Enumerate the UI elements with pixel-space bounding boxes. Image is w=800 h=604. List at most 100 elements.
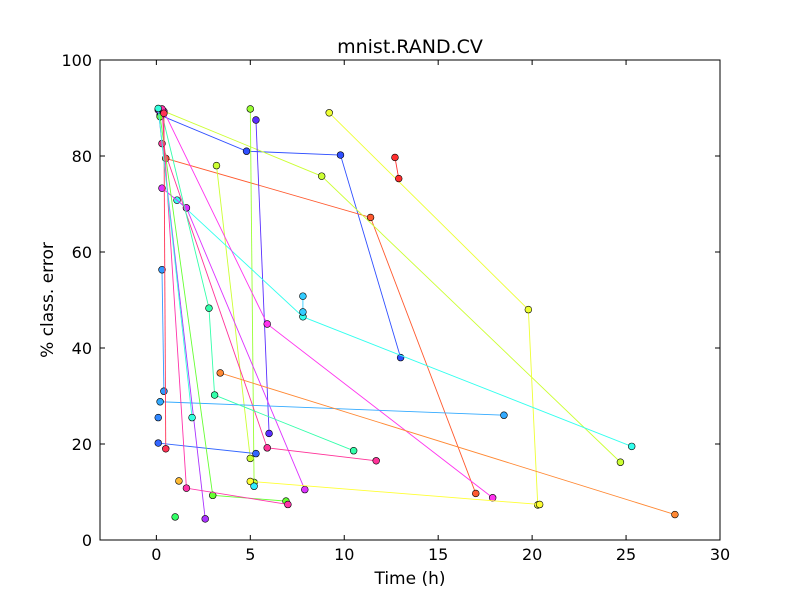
series-5 bbox=[391, 153, 403, 183]
y-axis-label: % class. error bbox=[38, 242, 58, 358]
series-line bbox=[158, 442, 256, 455]
series-line bbox=[161, 114, 354, 452]
data-point bbox=[500, 411, 508, 419]
series-3 bbox=[212, 161, 255, 463]
data-point bbox=[210, 391, 219, 399]
series-27 bbox=[250, 482, 258, 490]
data-point bbox=[242, 147, 251, 155]
data-point bbox=[160, 109, 168, 117]
series-22 bbox=[158, 105, 292, 509]
data-point bbox=[395, 174, 403, 183]
series-layer bbox=[154, 104, 679, 523]
series-26 bbox=[154, 104, 196, 422]
data-point bbox=[263, 320, 271, 328]
data-point bbox=[301, 485, 309, 494]
series-line bbox=[220, 372, 676, 515]
series-9 bbox=[299, 292, 307, 316]
y-tick-label: 20 bbox=[72, 435, 92, 454]
data-point bbox=[524, 305, 533, 314]
data-point bbox=[175, 477, 183, 485]
y-tick-label: 0 bbox=[82, 531, 92, 550]
data-point bbox=[317, 172, 326, 180]
y-tick-label: 100 bbox=[61, 51, 92, 70]
series-19 bbox=[216, 369, 679, 519]
data-point bbox=[250, 482, 258, 490]
data-point bbox=[349, 447, 358, 455]
series-line bbox=[163, 113, 167, 449]
data-point bbox=[616, 458, 625, 466]
data-point bbox=[299, 292, 307, 300]
series-1 bbox=[162, 154, 480, 498]
x-tick-label: 20 bbox=[522, 545, 542, 564]
data-point bbox=[627, 442, 636, 451]
series-25 bbox=[246, 477, 544, 509]
plot-frame bbox=[99, 59, 721, 541]
data-point bbox=[325, 109, 333, 117]
chart-title: mnist.RAND.CV bbox=[337, 36, 483, 58]
series-16 bbox=[154, 413, 162, 422]
series-12 bbox=[158, 139, 380, 465]
series-6 bbox=[252, 116, 273, 438]
data-point bbox=[216, 369, 224, 377]
x-tick-label: 5 bbox=[245, 545, 255, 564]
series-line bbox=[159, 114, 402, 358]
series-0 bbox=[156, 111, 405, 362]
data-point bbox=[535, 500, 544, 509]
data-point bbox=[246, 105, 255, 113]
data-point bbox=[336, 151, 345, 159]
x-tick-label: 0 bbox=[151, 545, 161, 564]
data-point bbox=[246, 477, 255, 486]
data-point bbox=[265, 429, 273, 438]
data-point bbox=[671, 510, 679, 519]
data-point bbox=[158, 184, 166, 192]
series-line bbox=[249, 108, 255, 483]
x-tick-label: 10 bbox=[334, 545, 354, 564]
series-line bbox=[250, 480, 540, 505]
series-23 bbox=[160, 109, 170, 453]
x-tick-label: 30 bbox=[710, 545, 730, 564]
data-point bbox=[201, 515, 209, 523]
series-line bbox=[161, 269, 165, 392]
data-point bbox=[188, 413, 196, 422]
data-point bbox=[472, 489, 480, 498]
y-tick-label: 80 bbox=[72, 147, 92, 166]
series-15 bbox=[154, 439, 260, 458]
series-line bbox=[157, 108, 193, 418]
series-24 bbox=[175, 477, 183, 485]
series-line bbox=[160, 401, 504, 416]
data-point bbox=[372, 457, 380, 465]
series-20 bbox=[171, 513, 179, 521]
axis-layer: 0 5 10 15 20 25 30 0 20 40 60 80 100 bbox=[61, 51, 730, 564]
data-point bbox=[160, 387, 168, 395]
data-point bbox=[252, 116, 260, 124]
data-point bbox=[171, 513, 179, 521]
data-point bbox=[263, 444, 271, 452]
data-point bbox=[212, 161, 221, 170]
x-axis-label: Time (h) bbox=[373, 569, 445, 589]
data-point bbox=[284, 500, 292, 509]
data-point bbox=[299, 308, 307, 316]
series-14 bbox=[156, 398, 508, 419]
data-point bbox=[205, 304, 213, 312]
data-point bbox=[154, 439, 162, 447]
series-line bbox=[216, 165, 251, 459]
data-point bbox=[156, 398, 164, 406]
data-point bbox=[246, 454, 255, 463]
y-tick-label: 60 bbox=[72, 243, 92, 262]
series-10 bbox=[158, 184, 309, 494]
data-point bbox=[366, 213, 375, 222]
plot-area bbox=[100, 60, 720, 540]
data-point bbox=[252, 449, 260, 458]
data-point bbox=[391, 153, 399, 162]
data-point bbox=[154, 104, 162, 113]
x-tick-label: 25 bbox=[616, 545, 636, 564]
y-tick-label: 40 bbox=[72, 339, 92, 358]
data-point bbox=[182, 484, 191, 492]
data-point bbox=[162, 445, 170, 453]
series-line bbox=[255, 119, 270, 434]
data-point bbox=[158, 266, 166, 274]
x-tick-label: 15 bbox=[428, 545, 448, 564]
data-point bbox=[154, 413, 162, 422]
